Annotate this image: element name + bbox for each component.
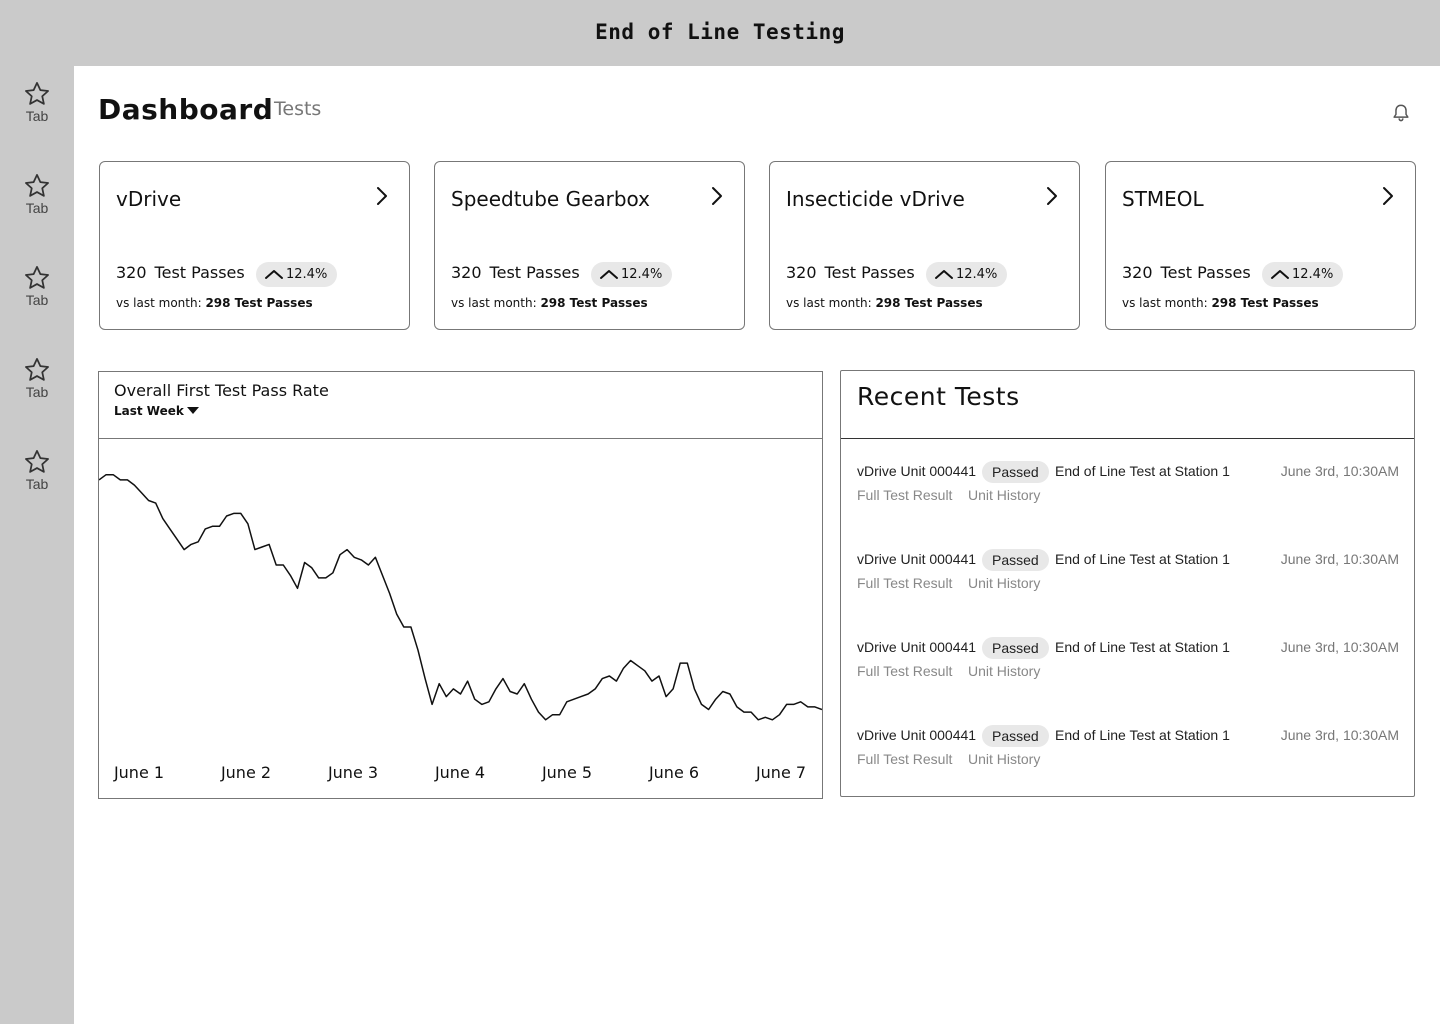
x-tick-label: June 7 bbox=[755, 763, 807, 782]
card-title: Speedtube Gearbox bbox=[451, 187, 651, 211]
bell-icon[interactable] bbox=[1390, 102, 1412, 124]
sidebar-tab-5[interactable]: Tab bbox=[0, 448, 74, 504]
full-test-result-link[interactable]: Full Test Result bbox=[857, 487, 953, 503]
change-badge: 12.4% bbox=[591, 262, 673, 287]
trend-up-icon bbox=[935, 270, 953, 279]
full-test-result-link[interactable]: Full Test Result bbox=[857, 663, 953, 679]
app-title: End of Line Testing bbox=[595, 20, 845, 44]
unit-name: vDrive Unit 000441 bbox=[857, 551, 977, 567]
unit-history-link[interactable]: Unit History bbox=[968, 663, 1041, 679]
sidebar-tab-label: Tab bbox=[25, 476, 49, 492]
card-title: STMEOL bbox=[1122, 187, 1204, 211]
status-badge: Passed bbox=[982, 461, 1049, 483]
star-icon bbox=[25, 266, 49, 289]
unit-name: vDrive Unit 000441 bbox=[857, 639, 977, 655]
chevron-right-icon[interactable] bbox=[1381, 186, 1395, 206]
sidebar-tab-1[interactable]: Tab bbox=[0, 80, 74, 136]
chevron-right-icon[interactable] bbox=[1045, 186, 1059, 206]
card-count: 320 Test Passes bbox=[1122, 263, 1251, 282]
star-icon bbox=[25, 82, 49, 105]
star-icon bbox=[25, 450, 49, 473]
unit-history-link[interactable]: Unit History bbox=[968, 751, 1041, 767]
chevron-right-icon[interactable] bbox=[710, 186, 724, 206]
card-count: 320 Test Passes bbox=[786, 263, 915, 282]
summary-card-stmeol[interactable]: STMEOL 320 Test Passes 12.4% vs last mont… bbox=[1105, 161, 1416, 330]
trend-up-icon bbox=[265, 270, 283, 279]
test-description: End of Line Test at Station 1 bbox=[1055, 551, 1230, 567]
pass-rate-chart-panel: Overall First Test Pass Rate Last Week J… bbox=[98, 371, 823, 799]
pass-rate-line-chart bbox=[99, 473, 822, 721]
recent-tests-title: Recent Tests bbox=[857, 382, 1020, 411]
status-badge: Passed bbox=[982, 637, 1049, 659]
sidebar-tab-label: Tab bbox=[25, 200, 49, 216]
series-line bbox=[99, 473, 822, 721]
status-badge: Passed bbox=[982, 549, 1049, 571]
star-icon bbox=[25, 174, 49, 197]
card-comparison: vs last month: 298 Test Passes bbox=[786, 296, 983, 310]
trend-up-icon bbox=[1271, 270, 1289, 279]
card-count: 320 Test Passes bbox=[451, 263, 580, 282]
card-comparison: vs last month: 298 Test Passes bbox=[116, 296, 313, 310]
card-title: vDrive bbox=[116, 187, 182, 211]
chart-divider bbox=[99, 438, 822, 439]
star-icon bbox=[25, 358, 49, 381]
page-title: Dashboard bbox=[98, 93, 274, 126]
x-tick-label: June 3 bbox=[327, 763, 379, 782]
change-badge: 12.4% bbox=[926, 262, 1008, 287]
x-tick-label: June 6 bbox=[648, 763, 700, 782]
recent-divider bbox=[841, 438, 1414, 439]
test-timestamp: June 3rd, 10:30AM bbox=[1280, 551, 1399, 567]
change-badge: 12.4% bbox=[1262, 262, 1344, 287]
recent-test-row[interactable]: vDrive Unit 000441 Passed End of Line Te… bbox=[857, 461, 1399, 523]
recent-test-row[interactable]: vDrive Unit 000441 Passed End of Line Te… bbox=[857, 725, 1399, 787]
recent-test-row[interactable]: vDrive Unit 000441 Passed End of Line Te… bbox=[857, 637, 1399, 699]
sidebar-tab-label: Tab bbox=[25, 384, 49, 400]
card-count: 320 Test Passes bbox=[116, 263, 245, 282]
trend-up-icon bbox=[600, 270, 618, 279]
unit-name: vDrive Unit 000441 bbox=[857, 463, 977, 479]
summary-card-insecticide-vdrive[interactable]: Insecticide vDrive 320 Test Passes 12.4% … bbox=[769, 161, 1080, 330]
test-description: End of Line Test at Station 1 bbox=[1055, 639, 1230, 655]
card-comparison: vs last month: 298 Test Passes bbox=[451, 296, 648, 310]
status-badge: Passed bbox=[982, 725, 1049, 747]
unit-history-link[interactable]: Unit History bbox=[968, 575, 1041, 591]
chart-title: Overall First Test Pass Rate bbox=[114, 381, 329, 400]
chevron-right-icon[interactable] bbox=[375, 186, 389, 206]
recent-test-row[interactable]: vDrive Unit 000441 Passed End of Line Te… bbox=[857, 549, 1399, 611]
test-timestamp: June 3rd, 10:30AM bbox=[1280, 727, 1399, 743]
summary-card-speedtube-gearbox[interactable]: Speedtube Gearbox 320 Test Passes 12.4% v… bbox=[434, 161, 745, 330]
sidebar-tab-2[interactable]: Tab bbox=[0, 172, 74, 228]
sidebar-tab-label: Tab bbox=[25, 108, 49, 124]
caret-down-icon bbox=[186, 407, 199, 414]
sidebar-tab-3[interactable]: Tab bbox=[0, 264, 74, 320]
test-timestamp: June 3rd, 10:30AM bbox=[1280, 639, 1399, 655]
card-title: Insecticide vDrive bbox=[786, 187, 965, 211]
full-test-result-link[interactable]: Full Test Result bbox=[857, 575, 953, 591]
tab-tests[interactable]: Tests bbox=[274, 98, 322, 120]
test-timestamp: June 3rd, 10:30AM bbox=[1280, 463, 1399, 479]
sidebar-tab-label: Tab bbox=[25, 292, 49, 308]
full-test-result-link[interactable]: Full Test Result bbox=[857, 751, 953, 767]
card-comparison: vs last month: 298 Test Passes bbox=[1122, 296, 1319, 310]
summary-card-vdrive[interactable]: vDrive 320 Test Passes 12.4% vs last mont… bbox=[99, 161, 410, 330]
x-tick-label: June 2 bbox=[220, 763, 272, 782]
change-badge: 12.4% bbox=[256, 262, 338, 287]
x-tick-label: June 5 bbox=[541, 763, 593, 782]
top-bar: End of Line Testing bbox=[0, 0, 1440, 66]
range-dropdown[interactable]: Last Week bbox=[114, 404, 199, 418]
x-tick-label: June 4 bbox=[434, 763, 486, 782]
sidebar-tab-4[interactable]: Tab bbox=[0, 356, 74, 412]
recent-tests-panel: Recent Tests vDrive Unit 000441 Passed E… bbox=[840, 370, 1415, 797]
test-description: End of Line Test at Station 1 bbox=[1055, 463, 1230, 479]
unit-history-link[interactable]: Unit History bbox=[968, 487, 1041, 503]
sidebar: Tab Tab Tab Tab Tab bbox=[0, 66, 74, 1024]
x-tick-label: June 1 bbox=[113, 763, 165, 782]
unit-name: vDrive Unit 000441 bbox=[857, 727, 977, 743]
test-description: End of Line Test at Station 1 bbox=[1055, 727, 1230, 743]
